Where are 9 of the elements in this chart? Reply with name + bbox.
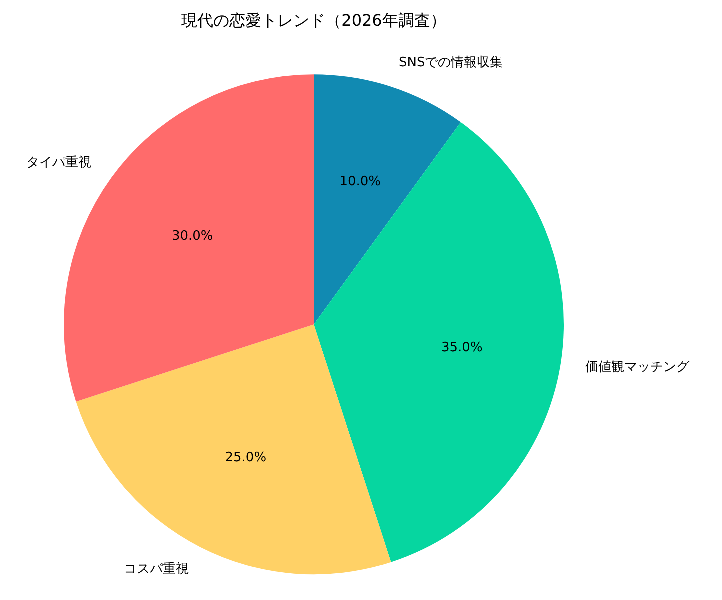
chart-title: 現代の恋愛トレンド（2026年調査） <box>182 10 446 30</box>
slice-label: 価値観マッチング <box>586 360 691 375</box>
data-label: 25.0% <box>225 450 267 466</box>
slice-label: コスパ重視 <box>124 562 190 577</box>
slice-label: SNSでの情報収集 <box>398 55 504 70</box>
data-label: 35.0% <box>441 340 483 356</box>
data-label: 30.0% <box>172 228 214 244</box>
slice-label: タイパ重視 <box>26 155 92 170</box>
data-label: 10.0% <box>340 174 382 190</box>
